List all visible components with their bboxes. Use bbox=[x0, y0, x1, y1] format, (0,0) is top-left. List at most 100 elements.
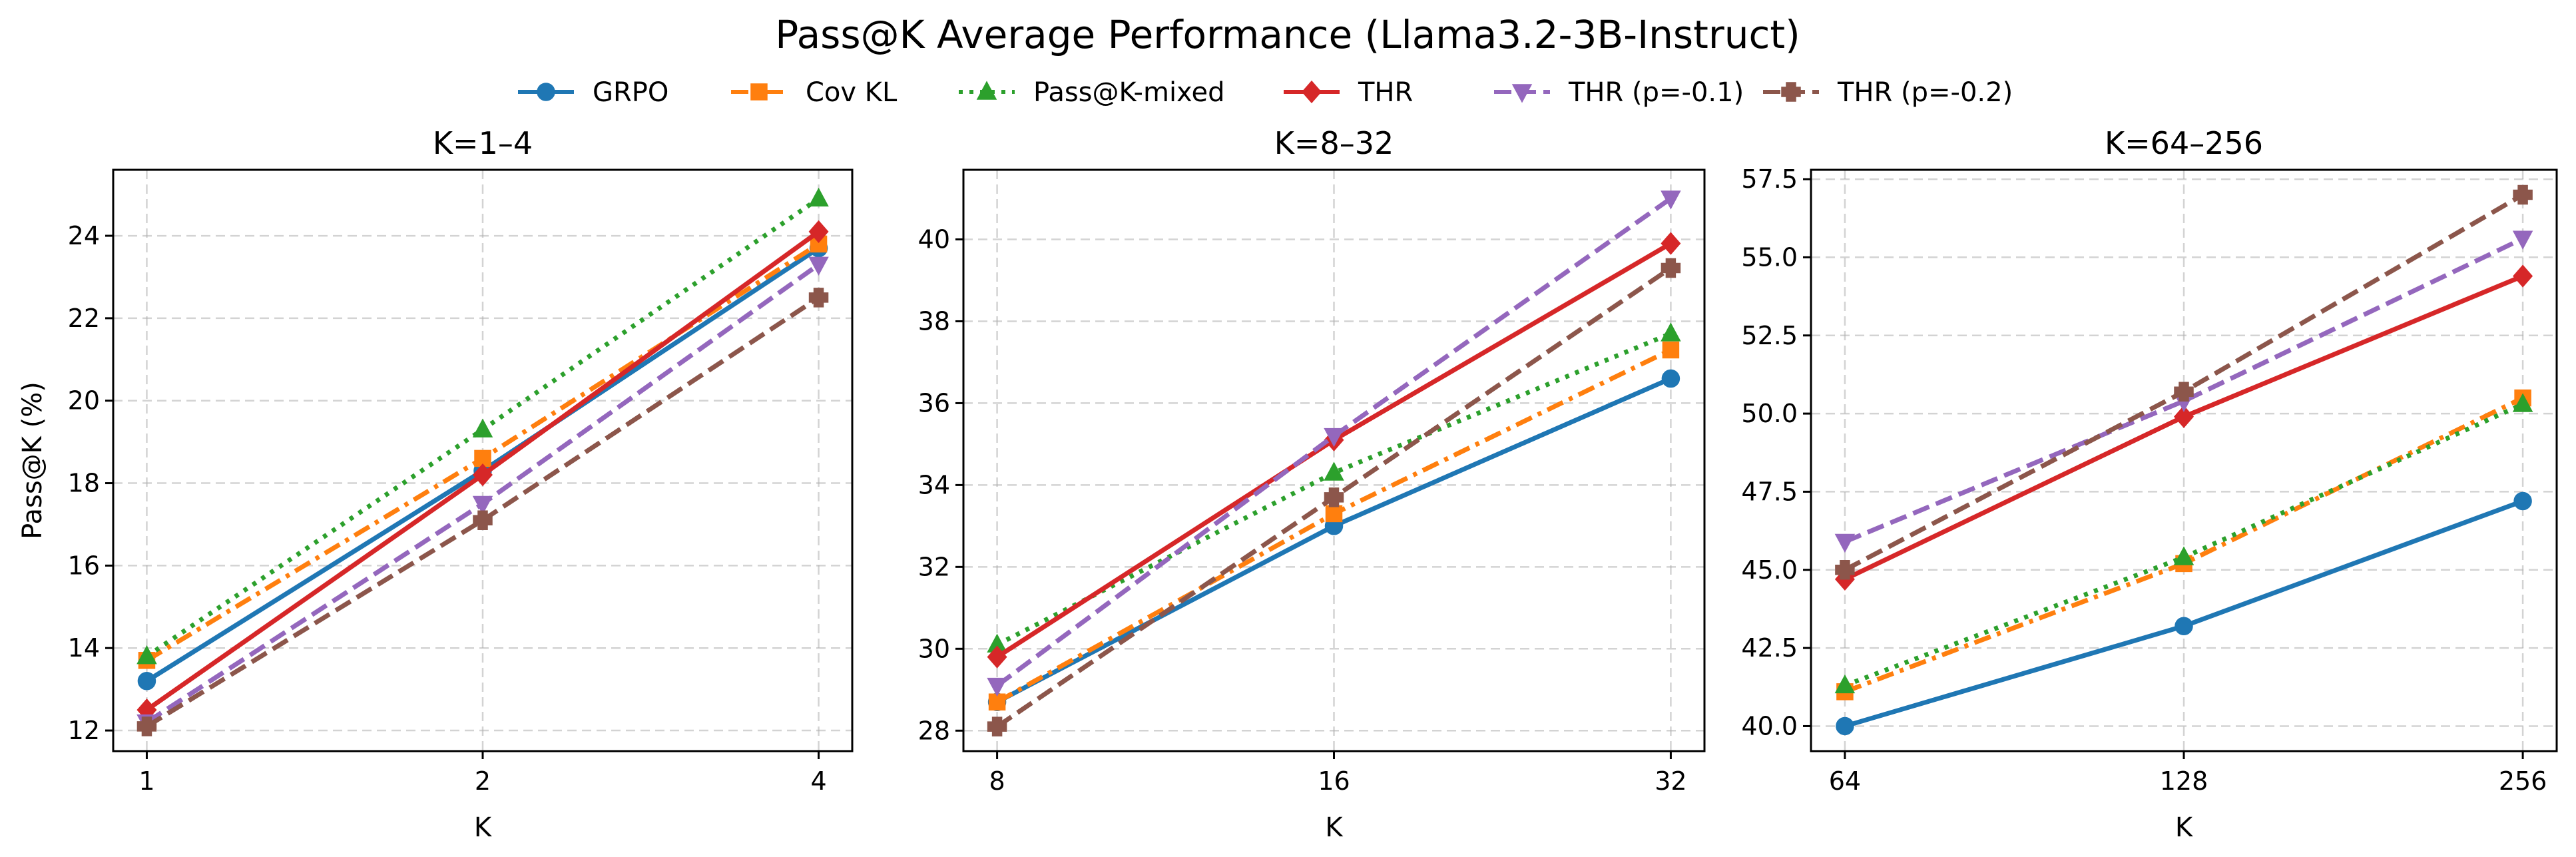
y-tick-label: 24 bbox=[68, 221, 100, 250]
y-tick-label: 40.0 bbox=[1741, 711, 1798, 740]
legend-label: Cov KL bbox=[806, 77, 898, 108]
data-point bbox=[1324, 461, 1344, 481]
panel-title: K=8–32 bbox=[1274, 125, 1394, 161]
data-point bbox=[2512, 393, 2533, 412]
series-pass-k-mixed bbox=[136, 187, 829, 665]
legend-item-pass-k-mixed: Pass@K-mixed bbox=[959, 77, 1225, 108]
legend-label: GRPO bbox=[593, 77, 668, 108]
x-axis-label: K bbox=[2175, 812, 2194, 843]
data-point bbox=[2175, 617, 2193, 636]
y-tick-label: 34 bbox=[918, 470, 950, 499]
data-point bbox=[1324, 487, 1344, 507]
data-point bbox=[1661, 232, 1681, 255]
series-grpo bbox=[1836, 491, 2532, 736]
x-tick-label: 1 bbox=[138, 766, 154, 796]
data-point bbox=[472, 495, 493, 515]
y-tick-label: 52.5 bbox=[1741, 321, 1798, 350]
series-thr-p-0-2 bbox=[987, 258, 1681, 736]
y-tick-label: 22 bbox=[68, 304, 100, 333]
y-tick-label: 16 bbox=[68, 551, 100, 580]
series-cov-kl bbox=[988, 341, 1680, 711]
data-point bbox=[1325, 505, 1343, 523]
x-tick-label: 128 bbox=[2160, 766, 2208, 796]
x-tick-label: 2 bbox=[475, 766, 491, 796]
data-point bbox=[1661, 322, 1681, 342]
data-point bbox=[473, 463, 493, 487]
data-point bbox=[808, 288, 829, 308]
x-tick-label: 16 bbox=[1318, 766, 1350, 796]
x-tick-label: 256 bbox=[2499, 766, 2547, 796]
legend-marker-cov-kl bbox=[750, 83, 768, 101]
data-point bbox=[2513, 184, 2533, 205]
panel-title: K=1–4 bbox=[433, 125, 533, 161]
y-tick-label: 45.0 bbox=[1741, 555, 1798, 585]
x-tick-label: 32 bbox=[1655, 766, 1686, 796]
series-thr-p-0-2 bbox=[1835, 184, 2533, 580]
series-thr bbox=[1834, 264, 2533, 591]
series-line bbox=[1844, 236, 2524, 544]
legend-marker-grpo bbox=[537, 83, 555, 101]
y-tick-label: 36 bbox=[918, 388, 950, 418]
data-point bbox=[136, 716, 157, 736]
y-tick-label: 57.5 bbox=[1741, 164, 1798, 194]
legend-item-thr-p-0-1: THR (p=-0.1) bbox=[1494, 77, 1744, 108]
series-pass-k-mixed bbox=[987, 322, 1681, 653]
y-tick-label: 50.0 bbox=[1741, 399, 1798, 428]
data-point bbox=[2174, 405, 2194, 428]
data-point bbox=[1836, 716, 1854, 736]
x-tick-label: 4 bbox=[810, 766, 826, 796]
y-tick-label: 38 bbox=[918, 306, 950, 336]
series-thr-p-0-2 bbox=[136, 288, 829, 736]
legend-item-thr-p-0-2: THR (p=-0.2) bbox=[1763, 77, 2013, 108]
data-point bbox=[136, 645, 157, 665]
legend: GRPO Cov KL Pass@K-mixed THR THR (p=-0.1) THR… bbox=[518, 77, 2013, 108]
y-tick-label: 32 bbox=[918, 552, 950, 581]
figure-title: Pass@K Average Performance (Llama3.2-3B-… bbox=[775, 12, 1800, 57]
data-point bbox=[1834, 533, 1856, 553]
y-tick-label: 40 bbox=[918, 225, 950, 254]
data-point bbox=[1661, 258, 1681, 278]
y-tick-label: 47.5 bbox=[1741, 477, 1798, 506]
y-tick-label: 55.0 bbox=[1741, 242, 1798, 272]
x-axis-label: K bbox=[474, 812, 493, 843]
legend-label: THR bbox=[1358, 77, 1413, 108]
legend-marker-thr bbox=[1302, 80, 1322, 104]
y-tick-label: 30 bbox=[918, 634, 950, 663]
data-point bbox=[472, 418, 493, 437]
y-tick-label: 20 bbox=[68, 386, 100, 416]
data-point bbox=[808, 187, 829, 207]
panel-title: K=64–256 bbox=[2105, 125, 2263, 161]
legend-item-cov-kl: Cov KL bbox=[731, 77, 898, 108]
data-point bbox=[2513, 491, 2532, 511]
x-tick-label: 8 bbox=[989, 766, 1005, 796]
data-point bbox=[808, 256, 829, 276]
y-tick-label: 18 bbox=[68, 469, 100, 498]
legend-label: Pass@K-mixed bbox=[1033, 77, 1225, 108]
data-point bbox=[1834, 674, 1856, 694]
legend-marker-thr-p-0-2 bbox=[1781, 82, 1801, 102]
data-point bbox=[1661, 369, 1680, 388]
chart-panel-2: 28 30 32 34 36 38 40 8 16 32 K=8–32 K bbox=[918, 125, 1706, 843]
data-point bbox=[987, 645, 1007, 669]
x-axis-label: K bbox=[1325, 812, 1344, 843]
data-point bbox=[988, 693, 1006, 711]
y-tick-label: 42.5 bbox=[1741, 633, 1798, 663]
data-point bbox=[808, 220, 829, 244]
data-point bbox=[1662, 341, 1680, 359]
data-point bbox=[2173, 546, 2194, 565]
y-axis-label: Pass@K (%) bbox=[17, 382, 48, 539]
data-point bbox=[2174, 382, 2194, 402]
y-tick-label: 14 bbox=[68, 633, 100, 663]
data-point bbox=[473, 510, 493, 531]
y-tick-label: 12 bbox=[68, 716, 100, 745]
chart-panel-3: 40.0 42.5 45.0 47.5 50.0 52.5 55.0 57.5 64 128 256… bbox=[1741, 125, 2558, 843]
legend-label: THR (p=-0.1) bbox=[1568, 77, 1744, 108]
legend-marker-pass-k-mixed bbox=[976, 81, 997, 100]
series-line bbox=[995, 331, 1672, 647]
y-tick-label: 28 bbox=[918, 716, 950, 745]
legend-item-thr: THR bbox=[1284, 77, 1413, 108]
data-point bbox=[2513, 264, 2533, 288]
